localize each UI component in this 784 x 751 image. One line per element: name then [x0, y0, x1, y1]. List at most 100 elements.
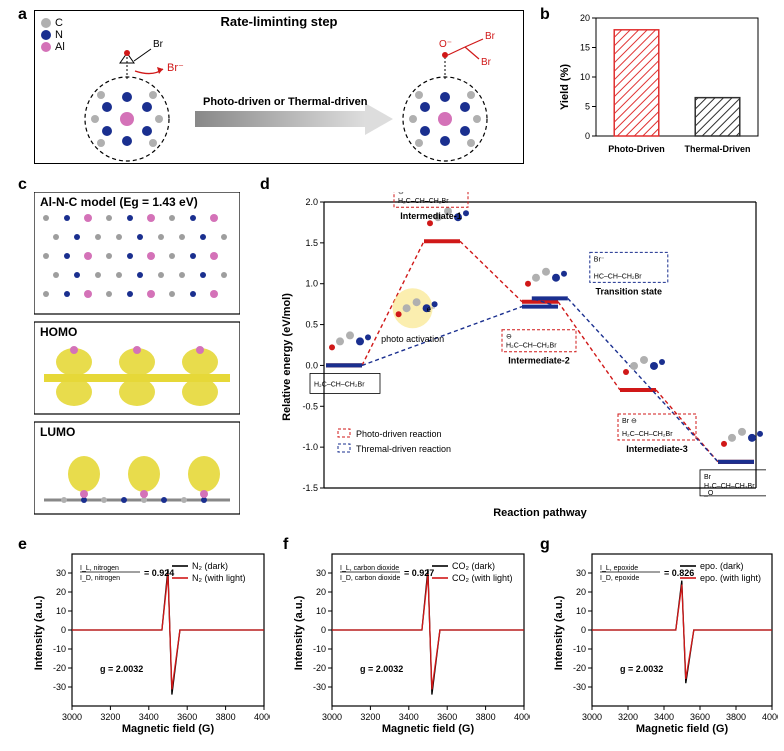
svg-text:Reaction pathway: Reaction pathway	[493, 507, 587, 519]
svg-text:10: 10	[56, 606, 66, 616]
svg-text:20: 20	[56, 587, 66, 597]
panel-a-schematic: Br Br⁻ Photo-driven or Thermal-driven O⁻	[35, 11, 525, 165]
svg-text:I_D, nitrogen: I_D, nitrogen	[80, 575, 120, 582]
svg-text:3200: 3200	[618, 712, 638, 722]
svg-text:30: 30	[316, 568, 326, 578]
opened-epoxide-right-icon: O⁻ Br Br	[439, 31, 496, 79]
svg-text:3000: 3000	[62, 712, 82, 722]
svg-text:3200: 3200	[100, 712, 120, 722]
svg-text:Intensity (a.u.): Intensity (a.u.)	[33, 595, 45, 670]
svg-text:4000: 4000	[762, 712, 778, 722]
svg-text:-20: -20	[573, 663, 586, 673]
svg-text:-10: -10	[53, 644, 66, 654]
svg-text:H₂C–CH–CH₂Br: H₂C–CH–CH₂Br	[506, 343, 557, 350]
svg-text:-0.5: -0.5	[302, 401, 318, 411]
svg-text:Magnetic field (G): Magnetic field (G)	[122, 723, 215, 735]
svg-text:15: 15	[580, 43, 590, 53]
svg-text:N₂ (with light): N₂ (with light)	[192, 573, 246, 583]
svg-text:Relative energy (eV/mol): Relative energy (eV/mol)	[281, 293, 293, 421]
svg-text:Intermediate-1: Intermediate-1	[400, 211, 462, 221]
panel-c-svg: Al-N-C model (Eg = 1.43 eV) HOMO LUMO	[34, 192, 240, 522]
svg-text:Intensity (a.u.): Intensity (a.u.)	[293, 595, 305, 670]
svg-text:Thermal-Driven: Thermal-Driven	[684, 144, 750, 154]
svg-text:-1.0: -1.0	[302, 442, 318, 452]
panel-label-a: a	[18, 6, 27, 24]
svg-text:Yield (%): Yield (%)	[559, 64, 571, 110]
svg-text:Photo-driven reaction: Photo-driven reaction	[356, 429, 442, 439]
panel-label-c: c	[18, 176, 27, 194]
svg-text:I_L, epoxide: I_L, epoxide	[600, 565, 638, 572]
svg-text:3800: 3800	[216, 712, 236, 722]
panel-label-g: g	[540, 536, 550, 554]
svg-text:4000: 4000	[254, 712, 270, 722]
svg-text:H₂C–CH–CH₂Br: H₂C–CH–CH₂Br	[704, 483, 755, 490]
svg-text:Br: Br	[704, 474, 712, 481]
lumo-label: LUMO	[40, 425, 75, 439]
svg-text:Transition state: Transition state	[596, 286, 663, 296]
svg-text:= 0.924: = 0.924	[144, 568, 174, 578]
svg-text:_O: _O	[703, 490, 714, 497]
svg-text:30: 30	[576, 568, 586, 578]
svg-text:5: 5	[585, 102, 590, 112]
svg-text:1.5: 1.5	[305, 238, 318, 248]
svg-text:Br: Br	[481, 57, 492, 68]
svg-text:Magnetic field (G): Magnetic field (G)	[636, 723, 729, 735]
svg-text:Magnetic field (G): Magnetic field (G)	[382, 723, 475, 735]
svg-text:H₂C–CH–CH₂Br: H₂C–CH–CH₂Br	[314, 381, 365, 388]
svg-text:Thremal-driven reaction: Thremal-driven reaction	[356, 444, 451, 454]
svg-text:epo. (dark): epo. (dark)	[700, 561, 744, 571]
panel-e: 300032003400360038004000-30-20-100102030…	[30, 546, 270, 736]
svg-text:I_D, carbon dioxide: I_D, carbon dioxide	[340, 575, 400, 582]
epr-chart-g: 300032003400360038004000-30-20-100102030…	[550, 546, 778, 736]
svg-text:epo. (with light): epo. (with light)	[700, 573, 761, 583]
svg-text:Intensity (a.u.): Intensity (a.u.)	[553, 595, 565, 670]
svg-text:Br ⊖: Br ⊖	[622, 418, 637, 425]
energy-diagram: -1.5-1.0-0.50.00.51.01.52.0Relative ener…	[276, 192, 766, 522]
svg-text:3800: 3800	[476, 712, 496, 722]
svg-text:1.0: 1.0	[305, 279, 318, 289]
svg-text:10: 10	[316, 606, 326, 616]
panel-g: 300032003400360038004000-30-20-100102030…	[550, 546, 778, 736]
bar-chart-b: 0 5 10 15 20 Yield (%) Photo-Driven Thermal-Dri…	[556, 10, 766, 164]
svg-text:30: 30	[56, 568, 66, 578]
svg-text:3600: 3600	[437, 712, 457, 722]
svg-text:20: 20	[580, 13, 590, 23]
arrow-label: Photo-driven or Thermal-driven	[203, 96, 368, 108]
svg-text:CO₂ (dark): CO₂ (dark)	[452, 561, 495, 571]
homo-label: HOMO	[40, 325, 77, 339]
svg-text:g = 2.0032: g = 2.0032	[100, 664, 143, 674]
svg-text:e⁻: e⁻	[427, 305, 436, 314]
svg-text:I_L, carbon dioxide: I_L, carbon dioxide	[340, 565, 399, 572]
svg-text:⊖: ⊖	[398, 192, 404, 196]
svg-text:HC–CH–CH₂Br: HC–CH–CH₂Br	[594, 273, 643, 280]
svg-text:-10: -10	[573, 644, 586, 654]
svg-text:N₂ (dark): N₂ (dark)	[192, 561, 228, 571]
svg-text:3600: 3600	[690, 712, 710, 722]
panel-a: Rate-liminting step C N Al B	[34, 10, 524, 164]
epoxide-left-icon: Br Br⁻	[120, 39, 184, 79]
panel-label-e: e	[18, 536, 27, 554]
panel-d: -1.5-1.0-0.50.00.51.01.52.0Relative ener…	[276, 192, 766, 522]
svg-text:= 0.927: = 0.927	[404, 568, 434, 578]
svg-text:-1.5: -1.5	[302, 483, 318, 493]
panel-c: Al-N-C model (Eg = 1.43 eV) HOMO LUMO	[34, 192, 240, 522]
svg-text:Br: Br	[485, 31, 496, 42]
svg-text:Intermediate-2: Intermediate-2	[508, 356, 570, 366]
svg-text:3600: 3600	[177, 712, 197, 722]
epr-chart-e: 300032003400360038004000-30-20-100102030…	[30, 546, 270, 736]
svg-text:-30: -30	[313, 682, 326, 692]
svg-text:20: 20	[576, 587, 586, 597]
svg-text:CO₂ (with light): CO₂ (with light)	[452, 573, 513, 583]
svg-text:10: 10	[576, 606, 586, 616]
svg-text:Intermediate-3: Intermediate-3	[626, 444, 688, 454]
homo-orbital-icon	[44, 346, 230, 406]
svg-text:Photo-Driven: Photo-Driven	[608, 144, 665, 154]
svg-text:-30: -30	[573, 682, 586, 692]
panel-label-b: b	[540, 6, 550, 24]
svg-text:photo activation: photo activation	[381, 334, 444, 344]
svg-text:0.0: 0.0	[305, 360, 318, 370]
svg-text:0: 0	[585, 131, 590, 141]
svg-text:3000: 3000	[322, 712, 342, 722]
panel-b: 0 5 10 15 20 Yield (%) Photo-Driven Thermal-Dri…	[556, 10, 766, 164]
svg-text:10: 10	[580, 72, 590, 82]
